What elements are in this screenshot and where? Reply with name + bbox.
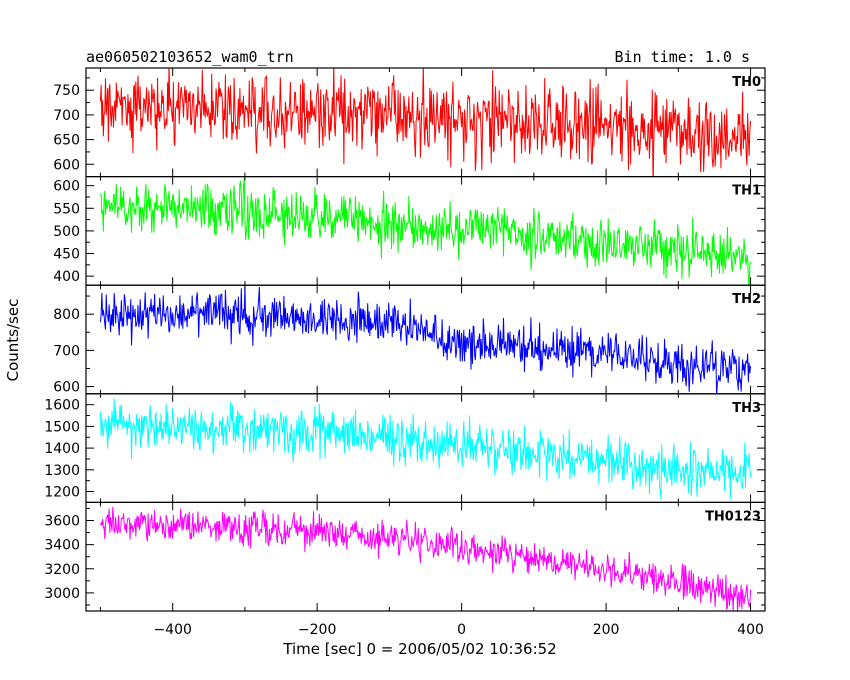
y-tick-label: 650 — [53, 133, 80, 149]
y-tick-label: 1400 — [44, 441, 80, 457]
panel-name-label: TH0123 — [705, 509, 761, 524]
x-tick-label: −400 — [153, 622, 191, 638]
y-tick-label: 400 — [53, 269, 80, 285]
panel-name-label: TH2 — [732, 292, 761, 307]
y-tick-label: 3600 — [44, 514, 80, 530]
y-tick-label: 800 — [53, 307, 80, 323]
series-th0123 — [99, 506, 752, 611]
y-tick-label: 600 — [53, 157, 80, 173]
panel-frame — [85, 393, 766, 503]
panel-th1: 400 450 500 550 600 TH1 — [53, 176, 766, 286]
x-tick-label: −200 — [298, 622, 336, 638]
y-tick-label: 3400 — [44, 538, 80, 554]
panel-name-label: TH1 — [732, 184, 761, 199]
y-tick-label: 700 — [53, 108, 80, 124]
y-tick-label: 600 — [53, 380, 80, 396]
series-th2 — [99, 285, 752, 394]
y-tick-label: 600 — [53, 179, 80, 195]
panel-frame — [85, 176, 766, 286]
y-tick-label: 3000 — [44, 586, 80, 602]
panel-th0123: 3000 3200 3400 3600 TH0123 — [44, 501, 766, 612]
y-tick-label: 3200 — [44, 562, 80, 578]
y-tick-label: 450 — [53, 247, 80, 263]
x-tick-label: 400 — [737, 622, 764, 638]
y-tick-label: 1600 — [44, 398, 80, 414]
y-tick-label: 750 — [53, 83, 80, 99]
x-axis-label: Time [sec] 0 = 2006/05/02 10:36:52 — [282, 640, 556, 658]
panel-th2: 600 700 800 TH2 — [53, 284, 766, 396]
y-tick-label: 1500 — [44, 419, 80, 435]
observation-title: ae060502103652_wam0_trn — [86, 48, 294, 66]
series-th3 — [99, 398, 752, 500]
y-tick-label: 550 — [53, 201, 80, 217]
y-tick-label: 500 — [53, 224, 80, 240]
x-tick-label: 0 — [457, 622, 466, 638]
panel-name-label: TH3 — [732, 401, 761, 416]
panel-th3: 1200 1300 1400 1500 1600 TH3 — [44, 393, 766, 503]
series-th0 — [99, 68, 752, 177]
x-tick-label: 200 — [593, 622, 620, 638]
x-axis: −400 −200 0 200 400 — [153, 622, 763, 638]
y-tick-label: 1300 — [44, 463, 80, 479]
series-th1 — [99, 177, 752, 286]
y-tick-label: 1200 — [44, 485, 80, 501]
y-axis-label: Counts/sec — [4, 299, 22, 382]
y-tick-label: 700 — [53, 343, 80, 359]
panel-th0: 600 650 700 750 TH0 — [53, 67, 766, 178]
panel-name-label: TH0 — [732, 75, 761, 90]
bin-time-label: Bin time: 1.0 s — [615, 48, 750, 66]
panels-group: 600 650 700 750 TH0 400 450 500 550 600 TH1 600 700 8… — [44, 67, 766, 612]
